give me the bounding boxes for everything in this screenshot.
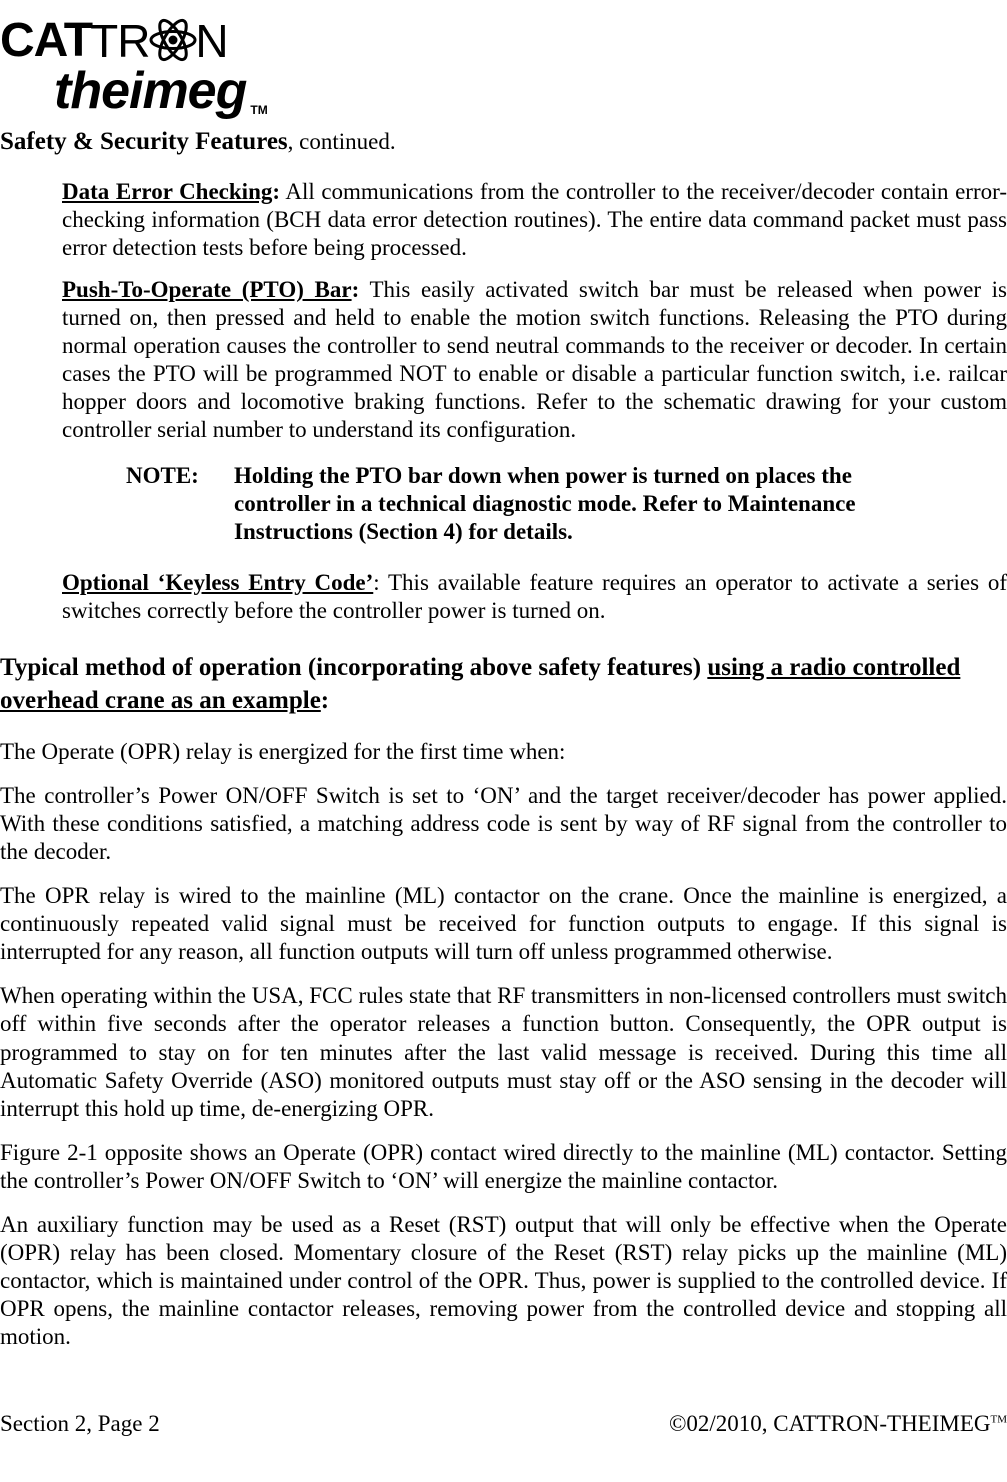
logo-cat: CAT	[0, 18, 92, 64]
note-block: NOTE: Holding the PTO bar down when powe…	[0, 462, 1007, 546]
footer-right: ©02/2010, CATTRON-THEIMEGTM	[669, 1410, 1007, 1438]
logo-tr: TR	[90, 18, 149, 64]
page-footer: Section 2, Page 2 ©02/2010, CATTRON-THEI…	[0, 1410, 1007, 1438]
feature-title: Push-To-Operate (PTO) Bar	[62, 277, 352, 302]
section-heading-cont: , continued.	[288, 129, 396, 154]
feature-keyless: Optional ‘Keyless Entry Code’: This avai…	[0, 569, 1007, 625]
logo-theimeg: theimeg	[54, 60, 246, 123]
footer-left: Section 2, Page 2	[0, 1410, 160, 1438]
company-logo: CAT TR N theimeg TM	[0, 18, 1007, 123]
body-paragraph: The Operate (OPR) relay is energized for…	[0, 738, 1007, 766]
logo-n: N	[195, 18, 227, 64]
feature-data-error: Data Error Checking: All communications …	[0, 178, 1007, 262]
logo-line-2: theimeg TM	[0, 60, 1007, 123]
body-paragraph: The controller’s Power ON/OFF Switch is …	[0, 782, 1007, 866]
atom-icon	[149, 16, 197, 64]
feature-pto-bar: Push-To-Operate (PTO) Bar: This easily a…	[0, 276, 1007, 444]
feature-title: Data Error Checking	[62, 179, 272, 204]
body-paragraph: Figure 2-1 opposite shows an Operate (OP…	[0, 1139, 1007, 1195]
main-heading-post: :	[321, 687, 329, 714]
body-paragraph: When operating within the USA, FCC rules…	[0, 982, 1007, 1122]
note-body: Holding the PTO bar down when power is t…	[234, 462, 1007, 546]
main-heading: Typical method of operation (incorporati…	[0, 651, 1007, 719]
body-paragraph: The OPR relay is wired to the mainline (…	[0, 882, 1007, 966]
logo-line-1: CAT TR N	[0, 18, 1007, 64]
section-heading: Safety & Security Features, continued.	[0, 127, 1007, 158]
feature-title: Optional ‘Keyless Entry Code’	[62, 570, 373, 595]
main-heading-pre: Typical method of operation (incorporati…	[0, 654, 707, 681]
section-heading-main: Safety & Security Features	[0, 128, 288, 155]
note-label: NOTE:	[126, 462, 234, 546]
logo-tm: TM	[250, 103, 267, 118]
body-paragraph: An auxiliary function may be used as a R…	[0, 1211, 1007, 1351]
